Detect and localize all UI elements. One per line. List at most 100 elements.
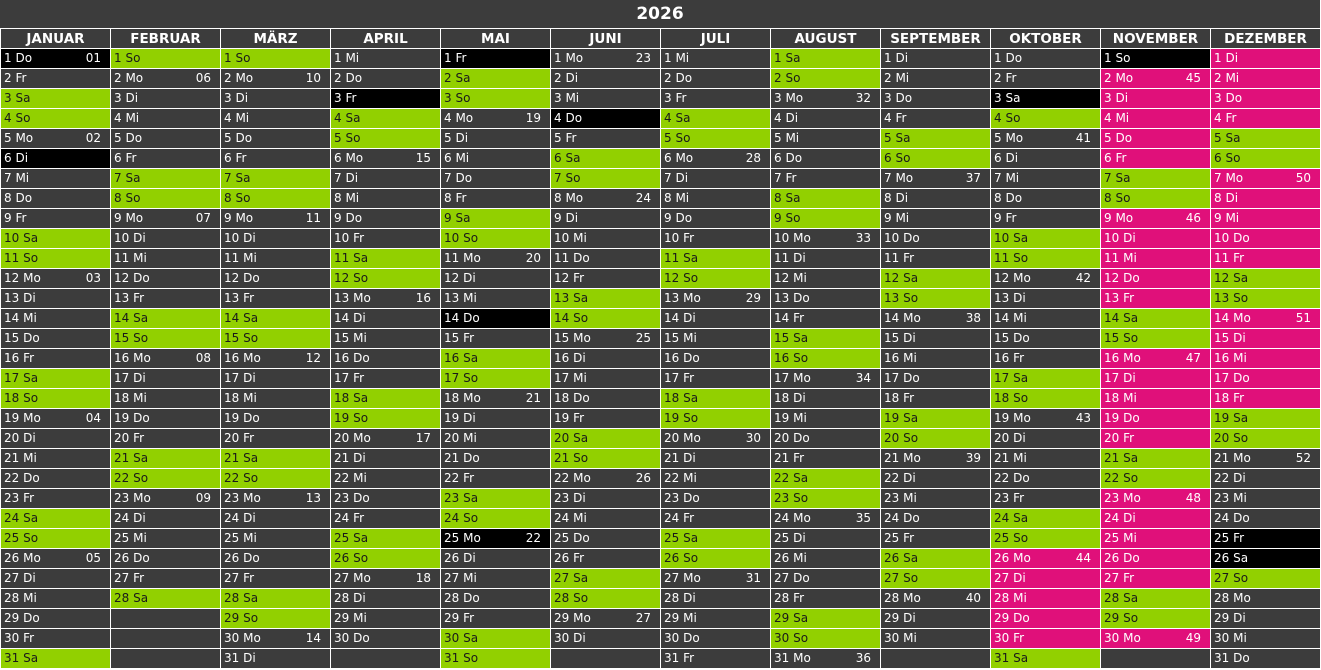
day-cell: 20 Mi (440, 429, 550, 449)
day-cell: 12 Do (1100, 269, 1210, 289)
day-label: 6 Mi (444, 151, 470, 165)
day-cell: 13 So (1210, 289, 1320, 309)
day-cell: 1 Sa (770, 49, 880, 69)
day-cell: 21 So (550, 449, 660, 469)
day-label: 13 Fr (114, 291, 145, 305)
day-label: 13 So (884, 291, 919, 305)
day-cell: 17 Fr (660, 369, 770, 389)
day-cell: 15 Sa (770, 329, 880, 349)
week-number: 39 (965, 451, 981, 465)
day-label: 23 Mo (1104, 491, 1141, 505)
day-cell: 6 Fr (1100, 149, 1210, 169)
day-cell: 13 Di (0, 289, 110, 309)
day-label: 16 Mo (224, 351, 261, 365)
week-number: 05 (85, 551, 101, 565)
day-cell: 13 Fr (1100, 289, 1210, 309)
day-cell: 3 Fr (330, 89, 440, 109)
day-label: 17 Mi (554, 371, 587, 385)
day-cell: 19 Fr (550, 409, 660, 429)
day-cell: 17 Sa (990, 369, 1100, 389)
day-cell: 18 Do (550, 389, 660, 409)
day-cell: 10 So (440, 229, 550, 249)
day-label: 19 Di (444, 411, 476, 425)
day-cell: 6 Mo 15 (330, 149, 440, 169)
day-cell: 26 So (660, 549, 770, 569)
day-label: 26 Sa (884, 551, 919, 565)
week-number: 51 (1295, 311, 1311, 325)
day-label: 7 Mo (884, 171, 914, 185)
day-cell: 4 Fr (1210, 109, 1320, 129)
day-label: 19 Mi (774, 411, 807, 425)
day-label: 1 Fr (444, 51, 467, 65)
day-cell: 14 Fr (770, 309, 880, 329)
day-label: 12 Do (114, 271, 150, 285)
day-cell: 17 So (440, 369, 550, 389)
day-label: 20 Di (4, 431, 36, 445)
day-cell: 12 So (660, 269, 770, 289)
empty-cell (880, 649, 990, 669)
day-label: 29 Do (994, 611, 1030, 625)
day-label: 14 Sa (224, 311, 259, 325)
day-label: 10 Sa (994, 231, 1029, 245)
day-label: 18 Mi (224, 391, 257, 405)
day-cell: 21 Sa (220, 449, 330, 469)
day-label: 25 Mi (114, 531, 147, 545)
day-label: 16 Fr (994, 351, 1025, 365)
day-label: 7 Mi (4, 171, 30, 185)
month-header: DEZEMBER (1210, 29, 1320, 49)
day-label: 3 Mo (774, 91, 804, 105)
day-cell: 4 So (0, 109, 110, 129)
day-cell: 10 Di (110, 229, 220, 249)
day-cell: 18 Fr (1210, 389, 1320, 409)
month-header: JULI (660, 29, 770, 49)
day-label: 11 Mi (114, 251, 147, 265)
month-header: OKTOBER (990, 29, 1100, 49)
day-label: 4 Mo (444, 111, 474, 125)
day-cell: 20 Fr (220, 429, 330, 449)
day-cell: 23 Mo 09 (110, 489, 220, 509)
day-cell: 6 Fr (110, 149, 220, 169)
day-cell: 15 Di (1210, 329, 1320, 349)
day-cell: 12 Di (440, 269, 550, 289)
day-cell: 26 Do (110, 549, 220, 569)
day-label: 12 Sa (1214, 271, 1249, 285)
day-cell: 17 Mo 34 (770, 369, 880, 389)
day-cell: 9 Do (660, 209, 770, 229)
day-label: 3 Mi (554, 91, 580, 105)
day-label: 29 Mi (334, 611, 367, 625)
day-label: 29 Di (1214, 611, 1246, 625)
day-cell: 15 Do (0, 329, 110, 349)
day-cell: 21 Mi (990, 449, 1100, 469)
week-number: 22 (525, 531, 541, 545)
day-label: 18 Di (774, 391, 806, 405)
day-cell: 19 Sa (1210, 409, 1320, 429)
day-cell: 14 Sa (110, 309, 220, 329)
day-label: 13 Fr (224, 291, 255, 305)
day-cell: 6 Do (770, 149, 880, 169)
day-cell: 2 Do (660, 69, 770, 89)
day-cell: 19 So (660, 409, 770, 429)
day-label: 9 Mi (1214, 211, 1240, 225)
day-cell: 29 Do (0, 609, 110, 629)
day-label: 7 Di (664, 171, 689, 185)
day-cell: 28 Di (330, 589, 440, 609)
day-cell: 22 Do (990, 469, 1100, 489)
day-label: 15 Di (884, 331, 916, 345)
day-label: 13 Sa (554, 291, 589, 305)
day-cell: 30 Do (330, 629, 440, 649)
day-cell: 5 Do (220, 129, 330, 149)
day-label: 28 Sa (114, 591, 149, 605)
day-label: 31 Mo (774, 651, 811, 665)
day-cell: 17 Do (880, 369, 990, 389)
day-label: 23 Do (664, 491, 700, 505)
day-label: 13 So (1214, 291, 1249, 305)
day-label: 31 So (444, 651, 479, 665)
day-label: 5 Di (444, 131, 469, 145)
day-cell: 5 Di (440, 129, 550, 149)
day-cell: 27 Do (770, 569, 880, 589)
day-cell: 19 Do (220, 409, 330, 429)
day-cell: 4 Mi (1100, 109, 1210, 129)
day-label: 13 Mo (334, 291, 371, 305)
month-column-november: NOVEMBER 1 So 2 Mo 45 3 Di 4 Mi 5 Do 6 Fr 7 Sa 8 … (1100, 29, 1210, 670)
day-label: 21 Mo (884, 451, 921, 465)
